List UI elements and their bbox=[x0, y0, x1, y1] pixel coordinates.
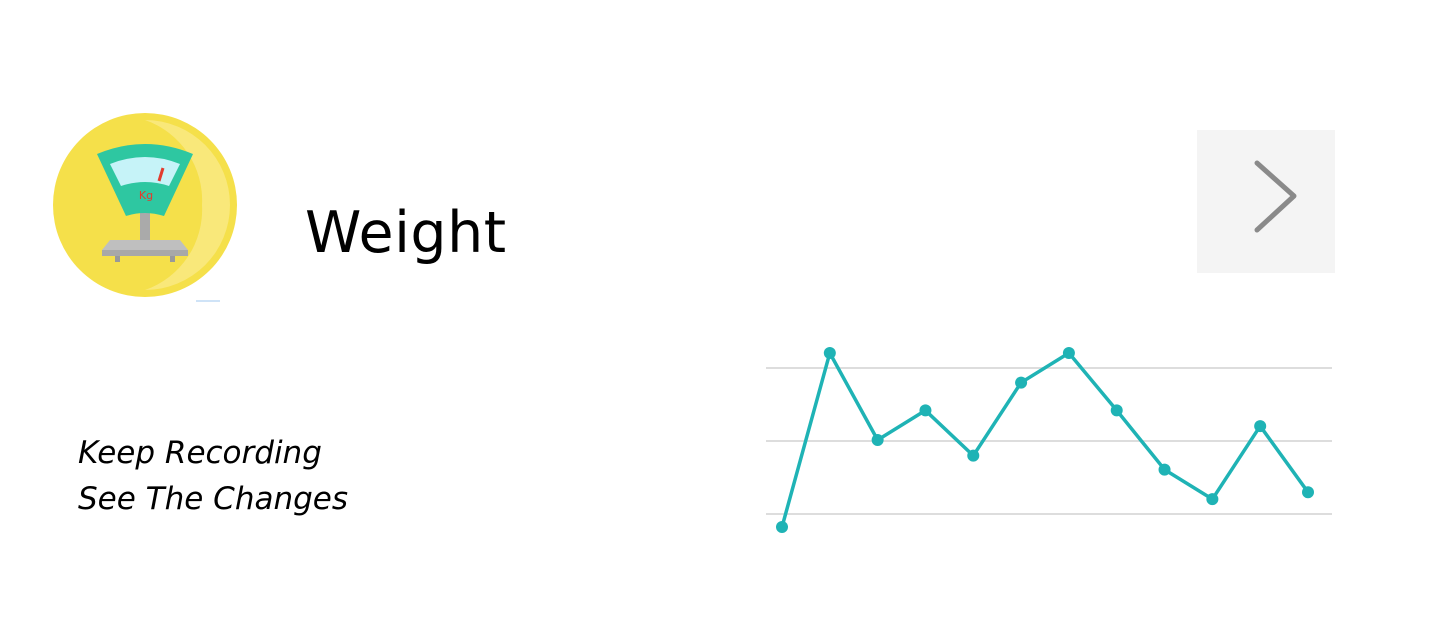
chart-point bbox=[776, 521, 788, 533]
tagline-line-1: Keep Recording bbox=[78, 435, 322, 471]
chart-point bbox=[1015, 376, 1028, 389]
tagline-line-2: See The Changes bbox=[78, 481, 349, 517]
chart-series-line bbox=[780, 351, 1310, 528]
chart-svg bbox=[766, 347, 1332, 533]
page-title: Weight bbox=[305, 200, 507, 266]
weighing-scale-icon: Kg bbox=[52, 112, 238, 298]
chart-point bbox=[1062, 347, 1075, 359]
chart-point bbox=[1110, 404, 1123, 417]
weight-chart bbox=[760, 330, 1340, 550]
chart-point bbox=[1158, 463, 1171, 476]
chart-point bbox=[1206, 493, 1219, 506]
icon-underline bbox=[196, 300, 220, 302]
chart-point bbox=[871, 434, 884, 446]
icon-kg-label: Kg bbox=[139, 189, 153, 202]
chevron-right-icon bbox=[1254, 160, 1297, 233]
chart-point bbox=[967, 449, 980, 462]
tagline: Keep Recording See The Changes bbox=[78, 430, 348, 522]
chart-point bbox=[1254, 420, 1267, 433]
chart-point bbox=[1302, 486, 1314, 499]
next-button[interactable] bbox=[1197, 130, 1335, 273]
chart-point bbox=[823, 347, 836, 359]
chart-point bbox=[919, 404, 932, 417]
